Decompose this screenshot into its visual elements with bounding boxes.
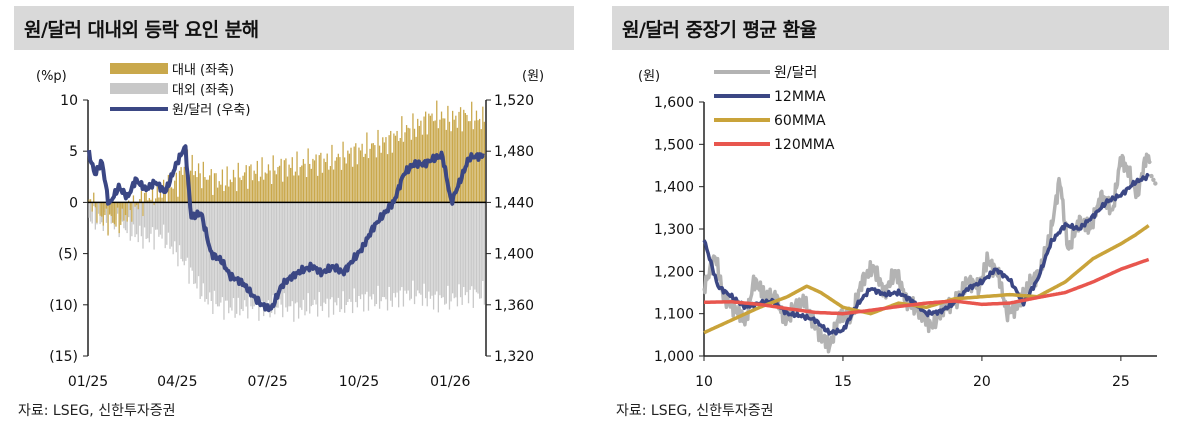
x-tick-label: 07/25 xyxy=(247,374,287,390)
y-tick-label: 1,100 xyxy=(654,307,694,323)
right-tick-label: 1,360 xyxy=(494,298,534,314)
y-tick-label: 1,500 xyxy=(654,137,694,153)
fx-moving-average-chart: (원) 1,6001,5001,4001,3001,2001,1001,0001… xyxy=(638,65,1158,390)
x-tick-label: 01/26 xyxy=(430,374,470,390)
left-tick-label: (15) xyxy=(49,349,78,365)
right-tick-label: 1,520 xyxy=(494,93,534,109)
right-tick-label: 1,320 xyxy=(494,349,534,365)
legend-label: 대내 (좌축) xyxy=(172,63,234,78)
x-tick-label: 04/25 xyxy=(157,374,197,390)
y-tick-label: 1,200 xyxy=(654,264,694,280)
chart-title: 원/달러 중장기 평균 환율 xyxy=(622,19,817,41)
mma12-line xyxy=(702,172,1151,336)
right-axis-unit: (원) xyxy=(522,69,544,84)
legend-label: 60MMA xyxy=(774,113,826,129)
source-note: 자료: LSEG, 신한투자증권 xyxy=(18,403,176,419)
chart-title-bar: 원/달러 대내외 등락 요인 분해 xyxy=(14,6,574,50)
legend-swatch xyxy=(110,63,168,74)
x-tick-label: 25 xyxy=(1112,374,1130,390)
fx-moving-average-panel: 원/달러 중장기 평균 환율 (원) 1,600 1,500 1,400 1,300 1… xyxy=(612,6,1172,426)
projection-dot xyxy=(1149,173,1154,179)
right-tick-label: 1,400 xyxy=(494,247,534,263)
usdkrw-monthly-line xyxy=(702,152,1152,354)
right-tick-label: 1,480 xyxy=(494,144,534,160)
y-tick-label: 1,000 xyxy=(654,349,694,365)
chart-title: 원/달러 대내외 등락 요인 분해 xyxy=(24,19,259,41)
legend-label: 120MMA xyxy=(774,137,835,153)
left-tick-label: 0 xyxy=(69,195,78,211)
left-tick-label: 5 xyxy=(69,144,78,160)
x-tick-label: 15 xyxy=(834,374,852,390)
x-tick-label: 10/25 xyxy=(339,374,379,390)
source-note: 자료: LSEG, 신한투자증권 xyxy=(616,403,774,419)
legend-label: 12MMA xyxy=(774,89,826,105)
left-tick-label: (10) xyxy=(49,298,78,314)
fx-decomposition-panel: 원/달러 대내외 등락 요인 분해 (%p) (원) 10 5 0 (5) (10) (1… xyxy=(14,6,574,426)
y-tick-label: 1,600 xyxy=(654,95,694,111)
left-tick-label: (5) xyxy=(58,247,78,263)
x-tick-label: 01/25 xyxy=(68,374,108,390)
mma120-line xyxy=(703,257,1150,316)
y-axis-unit: (원) xyxy=(638,69,660,84)
projection-dot xyxy=(1151,177,1156,182)
y-tick-label: 1,400 xyxy=(654,180,694,196)
legend-label: 대외 (좌축) xyxy=(172,83,234,98)
legend-swatch xyxy=(110,83,168,94)
legend-label: 원/달러 (우축) xyxy=(172,103,250,118)
chart-title-bar: 원/달러 중장기 평균 환율 xyxy=(612,6,1169,50)
mma60-line xyxy=(703,224,1150,335)
legend-label: 원/달러 xyxy=(774,65,817,81)
y-tick-label: 1,300 xyxy=(654,222,694,238)
fx-decomposition-chart: (%p) (원) 10 5 0 (5) (10) (15) 1,520 1,480 1,440 1… xyxy=(36,63,544,390)
projection-dot xyxy=(1153,181,1158,186)
x-tick-label: 20 xyxy=(973,374,991,390)
left-axis-unit: (%p) xyxy=(36,69,67,84)
right-tick-label: 1,440 xyxy=(494,195,534,211)
x-tick-label: 10 xyxy=(695,374,713,390)
usdkrw-line xyxy=(87,144,486,313)
left-tick-label: 10 xyxy=(60,93,78,109)
